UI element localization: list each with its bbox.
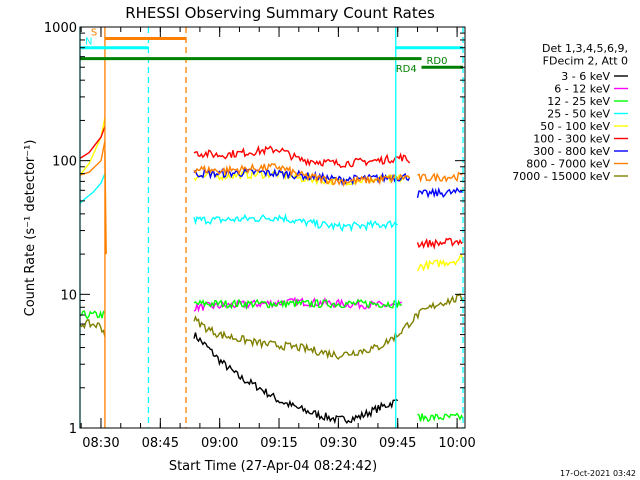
series-8-segment-4 <box>417 171 464 183</box>
series-7-segment-1 <box>193 167 411 187</box>
legend-header-1: Det 1,3,4,5,6,9, <box>542 42 628 55</box>
legend-header-2: FDecim 2, Att 0 <box>543 55 628 68</box>
series-3-segment-2 <box>193 298 402 311</box>
series-8-segment-3 <box>193 162 411 188</box>
series-5 <box>79 117 464 272</box>
series-1-segment-1 <box>193 332 399 425</box>
legend-label-4: 25 - 50 keV <box>547 108 610 121</box>
span-label-2: N <box>85 37 92 48</box>
series-3 <box>79 298 464 423</box>
legend-label-2: 6 - 12 keV <box>554 83 610 96</box>
legend-label-1: 3 - 6 keV <box>561 70 610 83</box>
extra-label-1: RD4 <box>396 64 417 75</box>
series-4-segment-1 <box>79 173 106 204</box>
y-tick-label-2: 10 <box>60 288 77 303</box>
footer-timestamp: 17-Oct-2021 03:42 <box>560 469 636 478</box>
series-5-segment-2 <box>193 168 410 187</box>
legend-label-5: 50 - 100 keV <box>540 120 610 133</box>
x-tick-label-1: 08:30 <box>82 436 119 451</box>
series-layer <box>79 117 464 425</box>
x-tick-label-5: 09:30 <box>320 436 357 451</box>
annotation-layer: SN RD0 RD4 <box>79 27 464 428</box>
x-tick-label-2: 08:45 <box>142 436 179 451</box>
y-axis-label: Count Rate (s⁻¹ detector⁻¹) <box>23 140 38 317</box>
plot-frame <box>79 26 466 429</box>
series-9 <box>79 293 464 361</box>
series-5-segment-1 <box>79 117 106 176</box>
series-9-segment-2 <box>193 293 464 361</box>
y-tick-label-4: 1000 <box>44 21 77 36</box>
series-4 <box>79 173 399 233</box>
y-tick-label-1: 1 <box>69 422 77 437</box>
series-6-segment-1 <box>79 126 106 159</box>
series-7-segment-2 <box>416 186 464 199</box>
x-tick-label-7: 10:00 <box>438 436 475 451</box>
legend-label-3: 12 - 25 keV <box>547 95 610 108</box>
x-axis-label: Start Time (27-Apr-04 08:24:42) <box>169 459 377 474</box>
x-tick-label-4: 09:15 <box>260 436 297 451</box>
x-tick-label-3: 09:00 <box>201 436 238 451</box>
legend-label-7: 300 - 800 keV <box>533 145 610 158</box>
chart-title: RHESSI Observing Summary Count Rates <box>125 4 435 22</box>
legend: Det 1,3,4,5,6,9,FDecim 2, Att 0 3 - 6 keV… <box>512 42 628 183</box>
x-tick-label-6: 09:45 <box>379 436 416 451</box>
axes-layer: 1 10 100 1000 08:30 08:45 09:00 09:15 09:30 09:45… <box>44 21 476 451</box>
legend-label-8: 800 - 7000 keV <box>526 158 610 171</box>
series-6 <box>79 126 464 250</box>
series-6-segment-3 <box>416 237 464 250</box>
legend-label-6: 100 - 300 keV <box>533 133 610 146</box>
legend-label-9: 7000 - 15000 keV <box>512 170 610 183</box>
series-3-segment-1 <box>79 310 106 320</box>
series-9-segment-1 <box>79 319 106 337</box>
series-5-segment-3 <box>416 254 464 272</box>
series-4-segment-2 <box>193 213 399 233</box>
series-3-segment-3 <box>417 412 464 423</box>
series-6-segment-2 <box>193 145 411 169</box>
y-axis-label-group: Count Rate (s⁻¹ detector⁻¹) <box>23 140 38 317</box>
span-label-5: RD0 <box>426 56 447 67</box>
series-7 <box>193 167 464 199</box>
y-tick-label-3: 100 <box>52 155 77 170</box>
span-label-1: S <box>91 28 97 39</box>
series-1 <box>193 332 399 425</box>
